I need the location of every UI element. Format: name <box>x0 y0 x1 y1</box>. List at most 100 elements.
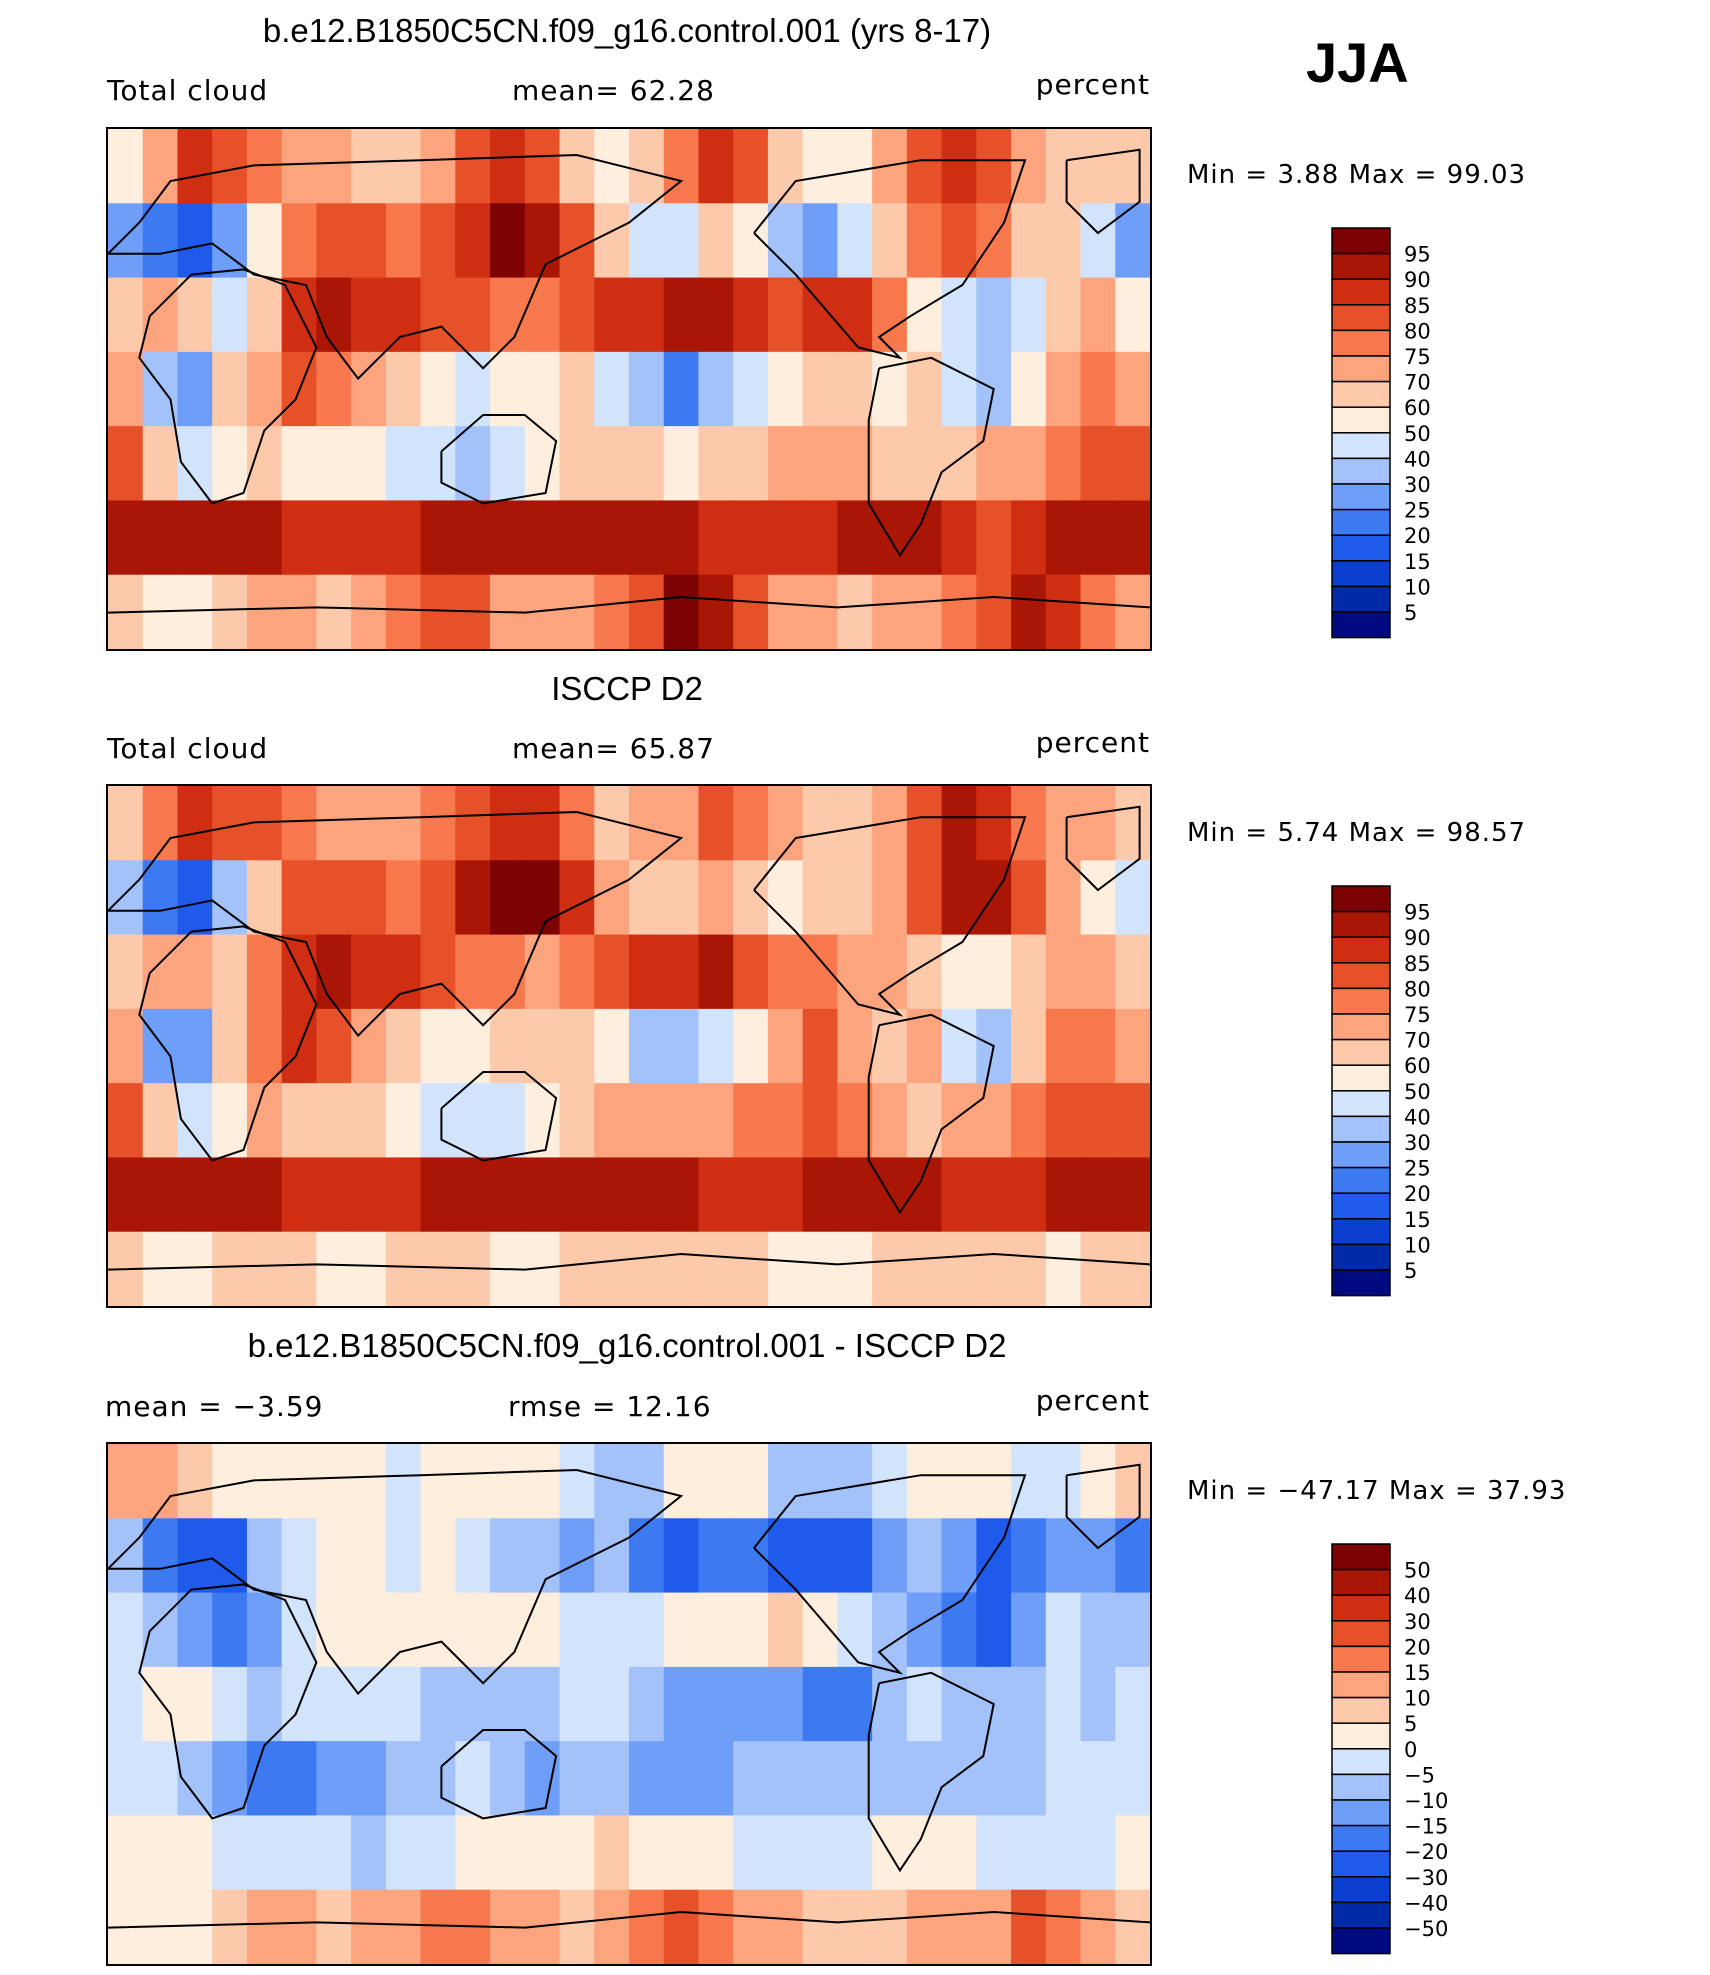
heatmap-cell <box>455 1592 491 1668</box>
heatmap-cell <box>385 860 422 936</box>
heatmap-cell <box>316 1083 352 1159</box>
heatmap-cell <box>698 1083 734 1159</box>
heatmap-cell <box>733 1666 769 1742</box>
heatmap-cell <box>767 934 804 1010</box>
heatmap-cell <box>767 1518 804 1594</box>
heatmap-cell <box>455 1083 491 1159</box>
colorbar-tick-label: 60 <box>1404 1054 1431 1078</box>
heatmap-cell <box>351 574 387 649</box>
panel-3-title: b.e12.B1850C5CN.f09_g16.control.001 - IS… <box>247 1327 1007 1364</box>
heatmap-cell <box>802 574 838 649</box>
heatmap-cell <box>1011 1444 1047 1519</box>
heatmap-cell <box>455 203 491 279</box>
heatmap-cell <box>420 1666 456 1742</box>
heatmap-cell <box>941 351 977 427</box>
colorbar-tick-label: 25 <box>1404 499 1431 523</box>
heatmap-cell <box>455 129 491 204</box>
heatmap-cell <box>1045 1518 1082 1594</box>
heatmap-cell <box>420 1889 456 1964</box>
heatmap-cell <box>524 129 561 204</box>
heatmap-cell <box>802 786 838 861</box>
heatmap-cell <box>1080 1741 1116 1817</box>
heatmap-cell <box>663 1741 700 1817</box>
heatmap-cell <box>872 203 908 279</box>
heatmap-cell <box>663 129 700 204</box>
heatmap-cell <box>594 426 630 502</box>
heatmap-cell <box>559 277 595 353</box>
heatmap-cell <box>490 934 526 1010</box>
heatmap-cell <box>767 1083 804 1159</box>
heatmap-cell <box>941 1518 977 1594</box>
coastline <box>753 816 1027 1017</box>
colorbar-tick-label: 40 <box>1404 1105 1431 1129</box>
colorbar-tick-label: 15 <box>1404 550 1431 574</box>
heatmap-cell <box>246 1666 283 1742</box>
heatmap-cell <box>629 1083 665 1159</box>
coastline <box>108 595 1150 614</box>
heatmap-cell <box>941 860 977 936</box>
heatmap-cell <box>490 1157 526 1233</box>
heatmap-cell <box>142 1518 179 1594</box>
heatmap-cell <box>455 426 491 502</box>
colorbar-tick-label: 10 <box>1404 1687 1431 1711</box>
heatmap-cell <box>108 426 144 502</box>
heatmap-cell <box>663 1008 700 1084</box>
heatmap-cell <box>108 1444 144 1519</box>
panel-3-minmax: Min = −47.17 Max = 37.93 <box>1187 1476 1567 1506</box>
colorbar-box <box>1331 1876 1391 1904</box>
coastline <box>138 1583 318 1820</box>
colorbar-box <box>1331 962 1391 990</box>
heatmap-cell <box>837 1666 873 1742</box>
heatmap-cell <box>698 351 734 427</box>
heatmap-cell <box>559 1592 595 1668</box>
heatmap-cell <box>976 574 1012 649</box>
heatmap-cell <box>976 129 1012 204</box>
heatmap-cell <box>351 1666 387 1742</box>
heatmap-cell <box>142 1741 179 1817</box>
panel-2-map <box>106 784 1152 1308</box>
heatmap-cell <box>663 203 700 279</box>
colorbar-tick-label: 25 <box>1404 1157 1431 1181</box>
heatmap-cell <box>663 1889 700 1964</box>
colorbar-tick-label: 50 <box>1404 1559 1431 1583</box>
heatmap-cell <box>1045 500 1082 576</box>
colorbar-box <box>1331 910 1391 938</box>
colorbar-tick-label: 5 <box>1404 601 1417 625</box>
heatmap-cell <box>351 1157 387 1233</box>
heatmap-cell <box>802 860 838 936</box>
heatmap-cell <box>177 934 213 1010</box>
coastline <box>1065 1463 1141 1550</box>
coastline <box>440 1729 558 1820</box>
heatmap-cell <box>1045 1666 1082 1742</box>
heatmap-cell <box>281 1444 317 1519</box>
heatmap-cell <box>246 1518 283 1594</box>
heatmap-cell <box>385 1666 422 1742</box>
heatmap-cell <box>1011 860 1047 936</box>
heatmap-cell <box>872 426 908 502</box>
coastline <box>1065 148 1141 235</box>
heatmap-cell <box>906 203 943 279</box>
heatmap-cell <box>629 426 665 502</box>
heatmap-cell <box>976 1815 1012 1891</box>
heatmap-cell <box>177 1815 213 1891</box>
colorbar-box <box>1331 1543 1391 1571</box>
panel-3-center-label: rmse = 12.16 <box>508 1390 712 1423</box>
heatmap-cell <box>316 574 352 649</box>
colorbar-tick-label: 20 <box>1404 1635 1431 1659</box>
heatmap-cell <box>1080 1666 1116 1742</box>
heatmap-cell <box>490 786 526 861</box>
heatmap-cell <box>1080 203 1116 279</box>
panel-2-heatmap <box>108 786 1150 1306</box>
coastline <box>108 1252 1150 1271</box>
heatmap-cell <box>559 860 595 936</box>
heatmap-cell <box>698 1157 734 1233</box>
heatmap-cell <box>941 1008 977 1084</box>
heatmap-cell <box>629 860 665 936</box>
heatmap-cell <box>316 860 352 936</box>
heatmap-cell <box>316 1666 352 1742</box>
heatmap-cell <box>1045 786 1082 861</box>
heatmap-cell <box>872 574 908 649</box>
heatmap-cell <box>142 1157 179 1233</box>
